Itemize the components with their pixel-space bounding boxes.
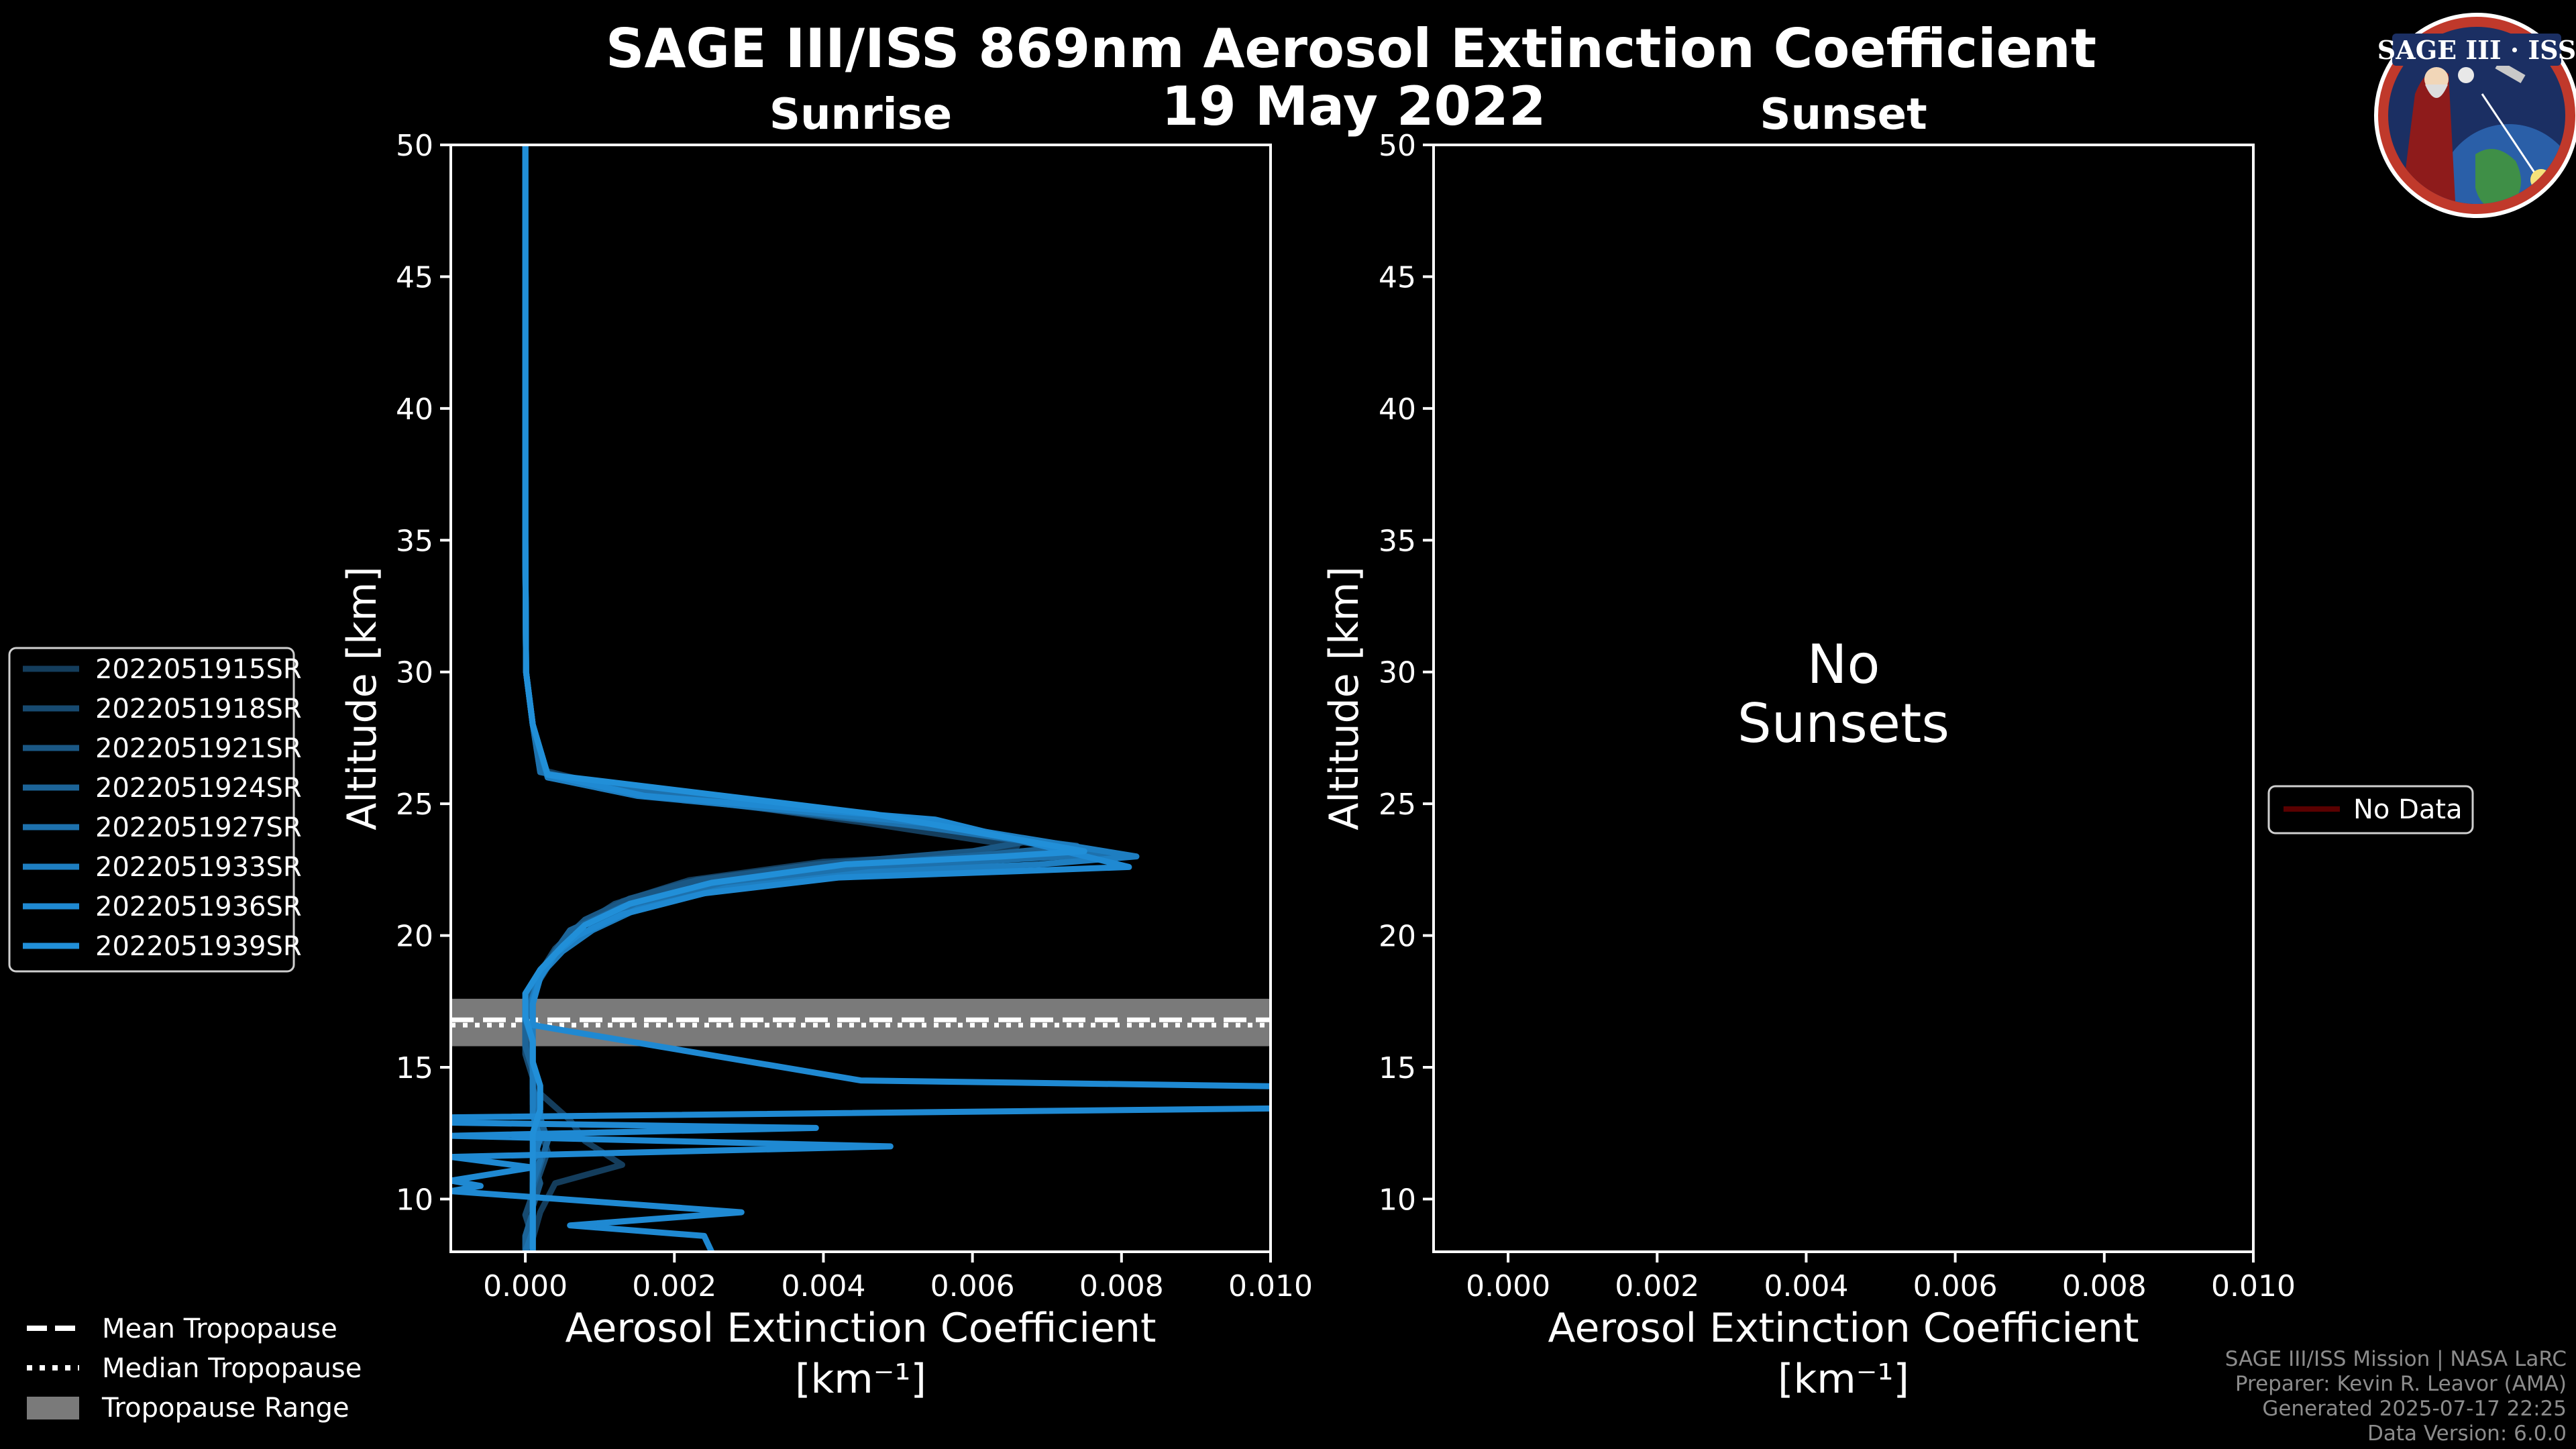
sunrise-x-tick-label: 0.002	[632, 1269, 716, 1303]
sunrise-x-axis-units: [km⁻¹]	[795, 1356, 926, 1403]
sunset-legend-box	[2267, 785, 2474, 835]
no-sunsets-message-line2: Sunsets	[1737, 692, 1949, 755]
sunset-y-tick-label: 20	[1379, 920, 1416, 954]
sunset-legend: No Data	[2267, 785, 2474, 835]
sunrise-y-tick-label: 10	[396, 1183, 433, 1217]
sunrise-panel-title: Sunrise	[769, 90, 952, 140]
sunset-x-axis-units: [km⁻¹]	[1778, 1356, 1909, 1403]
tropopause-range-legend-swatch	[27, 1397, 79, 1419]
sunset-y-tick-label: 35	[1379, 524, 1416, 558]
median-tropopause-legend-label: Median Tropopause	[102, 1353, 362, 1384]
footer-version: Data Version: 6.0.0	[2367, 1421, 2567, 1446]
logo-title: SAGE III · ISS	[2377, 35, 2576, 65]
sunrise-axis-ticks: 0.000 0.002 0.004 0.006 0.008 0.010 10 15 20 25 30…	[396, 129, 1313, 1303]
sunrise-y-tick-label: 20	[396, 920, 433, 954]
sunrise-y-tick-label: 15	[396, 1051, 433, 1085]
footer-credits: SAGE III/ISS Mission | NASA LaRC Prepare…	[2225, 1347, 2567, 1446]
footer-generated: Generated 2025-07-17 22:25	[2262, 1397, 2567, 1421]
sunset-x-tick-label: 0.006	[1913, 1269, 1998, 1303]
sunset-x-tick-label: 0.008	[2062, 1269, 2147, 1303]
sunset-y-tick-label: 45	[1379, 260, 1416, 294]
footer-preparer: Preparer: Kevin R. Leavor (AMA)	[2235, 1372, 2567, 1396]
sage-iii-iss-logo: SAGE III · ISS	[2374, 13, 2576, 218]
sunset-y-tick-label: 50	[1379, 129, 1416, 163]
legend-label-2022051936SR: 2022051936SR	[95, 892, 302, 922]
legend-label-2022051933SR: 2022051933SR	[95, 852, 302, 883]
figure-title: SAGE III/ISS 869nm Aerosol Extinction Co…	[606, 17, 2096, 80]
no-data-legend-label: No Data	[2353, 794, 2463, 825]
series-legend: 2022051915SR 2022051918SR 2022051921SR 2022…	[8, 647, 302, 973]
tropopause-range-legend-label: Tropopause Range	[101, 1393, 350, 1424]
legend-label-2022051924SR: 2022051924SR	[95, 773, 302, 804]
sunset-x-tick-label: 0.004	[1764, 1269, 1848, 1303]
sunset-y-axis-label: Altitude [km]	[1321, 566, 1368, 830]
sunrise-y-tick-label: 45	[396, 260, 433, 294]
legend-label-2022051918SR: 2022051918SR	[95, 694, 302, 724]
sunrise-plot-frame	[449, 144, 1272, 1253]
sunrise-y-tick-label: 30	[396, 656, 433, 690]
sunset-y-tick-label: 25	[1379, 788, 1416, 822]
tropopause-range-band	[451, 998, 1271, 1046]
sunset-y-tick-label: 10	[1379, 1183, 1416, 1217]
footer-mission: SAGE III/ISS Mission | NASA LaRC	[2225, 1347, 2567, 1371]
mean-tropopause-legend-label: Mean Tropopause	[102, 1313, 337, 1344]
sunset-y-tick-label: 15	[1379, 1051, 1416, 1085]
sunset-axis-ticks: 0.000 0.002 0.004 0.006 0.008 0.010 10 15 20 25 30…	[1379, 129, 2296, 1303]
sunrise-x-axis-label: Aerosol Extinction Coefficient	[566, 1305, 1157, 1352]
sunrise-y-tick-label: 50	[396, 129, 433, 163]
sunrise-panel: Sunrise 0.000 0.002 0.004 0.006 0.008 0.010 10…	[339, 90, 1313, 1403]
sunset-plot-frame	[1432, 144, 2255, 1253]
series-legend-box	[8, 647, 295, 973]
sunrise-x-tick-label: 0.008	[1079, 1269, 1164, 1303]
sunrise-plot-area	[451, 145, 1271, 1252]
sunrise-y-tick-label: 25	[396, 788, 433, 822]
sunset-x-tick-label: 0.000	[1466, 1269, 1550, 1303]
sunset-x-tick-label: 0.010	[2211, 1269, 2296, 1303]
sunset-panel-title: Sunset	[1760, 90, 1927, 140]
no-sunsets-message-line1: No	[1807, 633, 1880, 696]
sunrise-y-axis-label: Altitude [km]	[339, 566, 386, 830]
figure-date: 19 May 2022	[1162, 75, 1546, 138]
sunrise-x-tick-label: 0.000	[483, 1269, 568, 1303]
legend-label-2022051939SR: 2022051939SR	[95, 931, 302, 962]
sunset-x-axis-label: Aerosol Extinction Coefficient	[1548, 1305, 2139, 1352]
sunset-y-tick-label: 40	[1379, 392, 1416, 427]
sunset-panel: Sunset 0.000 0.002 0.004 0.006 0.008 0.010 10 1…	[1321, 90, 2296, 1403]
sunrise-y-tick-label: 40	[396, 392, 433, 427]
sunrise-x-tick-label: 0.010	[1228, 1269, 1313, 1303]
sunrise-series-group	[451, 145, 1271, 1252]
legend-label-2022051915SR: 2022051915SR	[95, 654, 302, 685]
sunrise-x-tick-label: 0.006	[930, 1269, 1015, 1303]
legend-label-2022051921SR: 2022051921SR	[95, 733, 302, 764]
tropopause-legend: Mean Tropopause Median Tropopause Tropop…	[27, 1313, 362, 1424]
sunset-y-tick-label: 30	[1379, 656, 1416, 690]
legend-label-2022051927SR: 2022051927SR	[95, 812, 302, 843]
sunrise-x-tick-label: 0.004	[781, 1269, 865, 1303]
sunset-x-tick-label: 0.002	[1615, 1269, 1699, 1303]
sunrise-y-tick-label: 35	[396, 524, 433, 558]
series-line-2022051939SR	[522, 145, 1087, 1252]
